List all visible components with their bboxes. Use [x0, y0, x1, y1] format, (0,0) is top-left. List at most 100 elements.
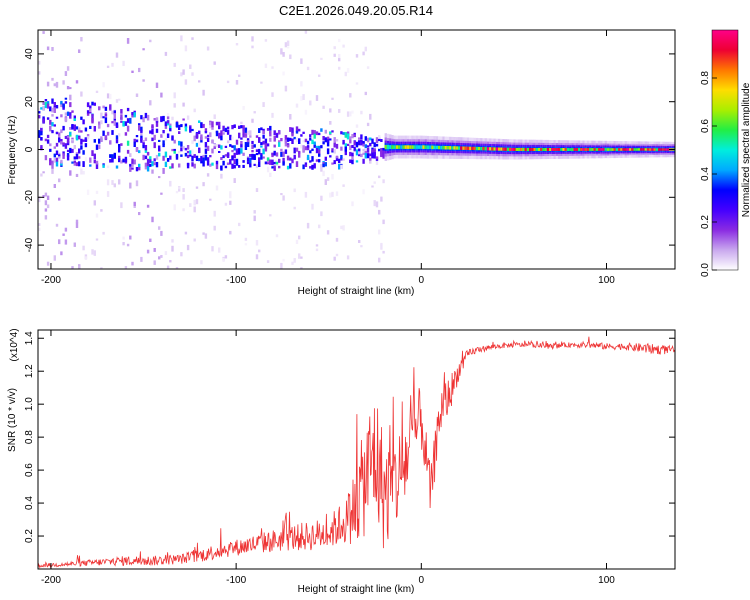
heatmap-cell — [133, 112, 136, 118]
y-tick-label: 0 — [24, 146, 35, 152]
y-tick-label: -20 — [24, 190, 35, 205]
heatmap-cell — [338, 109, 341, 113]
heatmap-cell — [60, 102, 63, 108]
heatmap-cell — [584, 148, 587, 151]
heatmap-cell — [95, 160, 99, 165]
heatmap-cell — [46, 117, 50, 120]
heatmap-cell — [318, 145, 321, 151]
heatmap-cell — [206, 134, 210, 138]
heatmap-cell — [78, 127, 81, 130]
heatmap-cell — [349, 111, 352, 117]
heatmap-cell — [549, 148, 552, 151]
heatmap-cell — [89, 105, 92, 110]
heatmap-cell — [491, 147, 494, 151]
heatmap-cell — [375, 143, 379, 147]
snr-scale-note: (x10^4) — [9, 328, 20, 361]
heatmap-cell — [631, 148, 634, 151]
heatmap-cell — [258, 128, 261, 133]
heatmap-cell — [49, 143, 52, 147]
heatmap-cell — [258, 148, 261, 155]
heatmap-cell — [362, 152, 365, 155]
x-tick-label: 100 — [598, 275, 615, 286]
heatmap-cell — [149, 163, 152, 167]
heatmap-cell — [326, 230, 330, 235]
heatmap-cell — [244, 145, 248, 150]
heatmap-cell — [342, 44, 345, 48]
heatmap-cell — [362, 142, 365, 147]
heatmap-cell — [86, 113, 90, 116]
colorbar-gradient — [712, 30, 738, 270]
heatmap-cell — [38, 114, 41, 119]
heatmap-cell — [598, 148, 601, 151]
heatmap-cell — [282, 71, 285, 76]
heatmap-cell — [153, 162, 156, 166]
heatmap-cell — [295, 103, 299, 108]
heatmap-cell — [351, 110, 354, 114]
heatmap-cell — [62, 80, 65, 85]
heatmap-cell — [380, 244, 383, 250]
heatmap-cell — [244, 127, 248, 133]
heatmap-cell — [86, 110, 90, 114]
heatmap-cell — [440, 145, 443, 150]
heatmap-cell — [586, 148, 590, 151]
heatmap-cell — [362, 158, 365, 164]
heatmap-cell — [178, 140, 181, 146]
heatmap-cell — [346, 255, 350, 260]
heatmap-cell — [629, 148, 632, 151]
heatmap-cell — [111, 154, 114, 160]
snr-series-line — [38, 336, 675, 569]
heatmap-cell — [58, 178, 61, 183]
heatmap-cell — [333, 149, 336, 154]
heatmap-cell — [122, 159, 125, 163]
heatmap-cell — [173, 148, 176, 151]
heatmap-cell — [44, 192, 48, 197]
heatmap-cell — [160, 116, 163, 123]
heatmap-cell — [355, 149, 359, 156]
heatmap-cell — [451, 146, 454, 150]
heatmap-cell — [73, 156, 76, 160]
heatmap-cell — [535, 148, 539, 151]
heatmap-cell — [318, 74, 321, 77]
heatmap-cell — [46, 261, 50, 266]
heatmap-cell — [166, 120, 170, 124]
heatmap-cell — [151, 169, 154, 174]
heatmap-cell — [186, 115, 190, 120]
heatmap-cell — [118, 144, 121, 149]
heatmap-cell — [249, 157, 252, 164]
heatmap-cell — [51, 114, 54, 117]
heatmap-cell — [240, 148, 243, 154]
heatmap-cell — [311, 129, 314, 135]
heatmap-cell — [122, 121, 125, 127]
heatmap-cell — [42, 118, 45, 124]
heatmap-cell — [151, 126, 154, 129]
heatmap-cell — [124, 132, 128, 136]
heatmap-cell — [242, 129, 245, 135]
heatmap-cell — [260, 153, 263, 156]
heatmap-cell — [313, 133, 316, 139]
heatmap-cell — [311, 135, 314, 139]
heatmap-cell — [62, 233, 65, 236]
heatmap-cell — [271, 66, 274, 69]
heatmap-cell — [69, 94, 72, 101]
heatmap-cell — [233, 145, 236, 151]
heatmap-cell — [315, 131, 319, 136]
x-tick-label: 0 — [419, 575, 425, 586]
heatmap-cell — [160, 230, 163, 236]
heatmap-cell — [264, 39, 268, 42]
heatmap-cell — [93, 159, 96, 164]
heatmap-cell — [411, 145, 414, 149]
heatmap-cell — [233, 178, 236, 183]
heatmap-cell — [366, 137, 370, 143]
heatmap-cell — [373, 142, 376, 148]
heatmap-cell — [298, 128, 301, 132]
heatmap-cell — [162, 133, 165, 136]
heatmap-cell — [389, 145, 392, 150]
heatmap-cell — [166, 133, 170, 138]
heatmap-cell — [191, 162, 194, 167]
heatmap-cell — [309, 160, 312, 163]
heatmap-cell — [69, 87, 72, 90]
heatmap-cell — [104, 135, 108, 140]
heatmap-cell — [253, 144, 256, 148]
